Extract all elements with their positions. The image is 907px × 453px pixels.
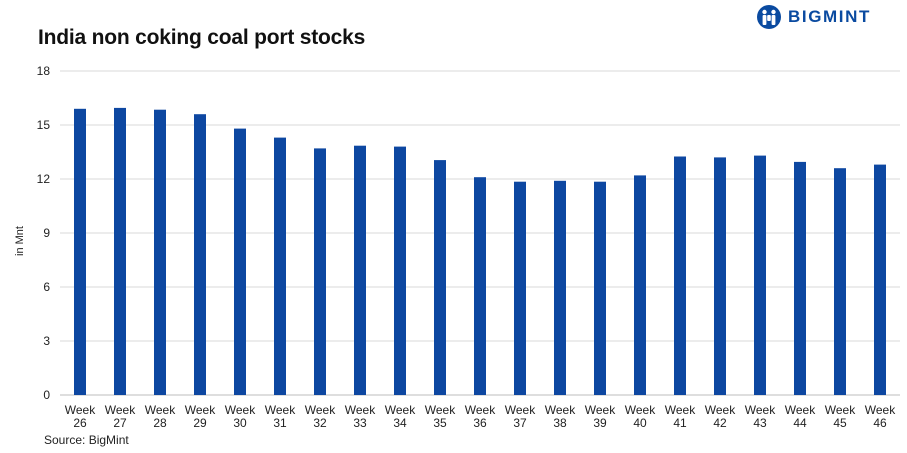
x-axis-ticks: Week 26 Week 27 Week 28 Week 29 Week 30 Week 31 Week… (65, 403, 896, 430)
bar (434, 160, 446, 395)
x-tick-label: Week 46 (865, 403, 896, 430)
y-axis-label: in Mnt (14, 226, 26, 256)
bar (674, 156, 686, 395)
x-tick-label: Week 27 (105, 403, 136, 430)
bar (834, 168, 846, 395)
y-tick-label: 9 (43, 226, 50, 240)
bar (114, 107, 126, 396)
logo-text: BIGMINT (788, 7, 871, 26)
x-tick-label: Week 29 (185, 403, 216, 430)
y-tick-label: 12 (37, 172, 51, 186)
source-note: Source: BigMint (44, 433, 129, 447)
bar (514, 181, 526, 395)
bar (274, 137, 286, 395)
bar (714, 157, 726, 395)
x-tick-label: Week 30 (225, 403, 256, 430)
x-tick-label: Week 36 (465, 403, 496, 430)
x-tick-label: Week 35 (425, 403, 456, 430)
bar (234, 128, 246, 395)
x-tick-label: Week 40 (625, 403, 656, 430)
x-tick-label: Week 26 (65, 403, 96, 430)
x-tick-label: Week 43 (745, 403, 776, 430)
x-tick-label: Week 33 (345, 403, 376, 430)
y-tick-label: 15 (37, 118, 51, 132)
y-tick-label: 18 (37, 64, 51, 78)
bar (474, 177, 486, 395)
bar (394, 146, 406, 395)
y-tick-label: 0 (43, 388, 50, 402)
bar (314, 148, 326, 395)
bar (74, 108, 86, 396)
bar (594, 181, 606, 395)
bar (754, 155, 766, 395)
bar (554, 180, 566, 395)
bar (634, 175, 646, 395)
x-tick-label: Week 41 (665, 403, 696, 430)
bar (354, 145, 366, 395)
bars (74, 107, 886, 396)
chart-title: India non coking coal port stocks (38, 26, 366, 49)
bar (154, 109, 166, 395)
y-axis-ticks: 0 3 6 9 12 15 18 (37, 64, 51, 402)
x-tick-label: Week 45 (825, 403, 856, 430)
x-tick-label: Week 28 (145, 403, 176, 430)
x-tick-label: Week 44 (785, 403, 816, 430)
y-tick-label: 6 (43, 280, 50, 294)
y-tick-label: 3 (43, 334, 50, 348)
brand-logo: BIGMINT (756, 4, 871, 30)
x-tick-label: Week 31 (265, 403, 296, 430)
bar (194, 114, 206, 395)
x-tick-label: Week 39 (585, 403, 616, 430)
x-tick-label: Week 37 (505, 403, 536, 430)
bar (794, 161, 806, 395)
x-tick-label: Week 38 (545, 403, 576, 430)
x-tick-label: Week 32 (305, 403, 336, 430)
x-tick-label: Week 34 (385, 403, 416, 430)
bar (874, 164, 886, 395)
bigmint-logo-icon (757, 5, 781, 29)
x-tick-label: Week 42 (705, 403, 736, 430)
